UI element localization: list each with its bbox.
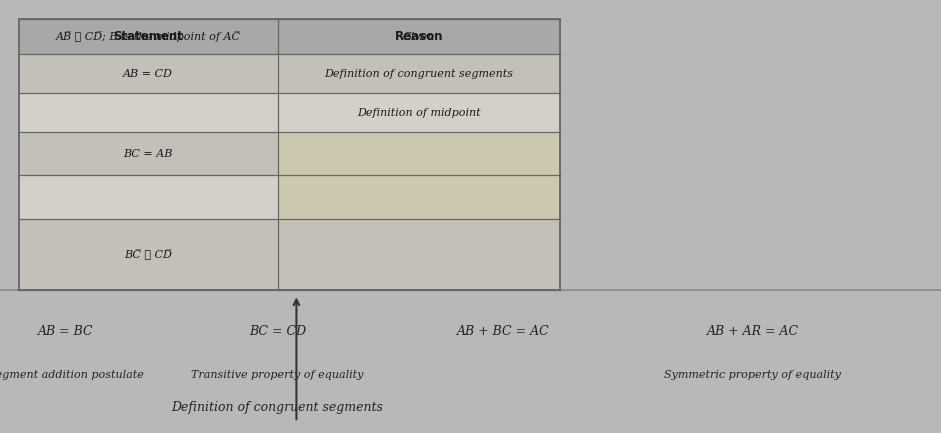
Bar — [19, 132, 560, 175]
Text: AB + BC = AC: AB + BC = AC — [457, 325, 550, 338]
Text: BC = AB: BC = AB — [123, 149, 173, 159]
Bar — [19, 19, 560, 290]
Text: Definition of congruent segments: Definition of congruent segments — [171, 401, 384, 414]
Text: BC = CD: BC = CD — [249, 325, 306, 338]
Text: AB = CD: AB = CD — [123, 68, 173, 79]
Bar — [19, 219, 560, 290]
Text: Statement: Statement — [113, 30, 183, 43]
Text: Symmetric property of equality: Symmetric property of equality — [664, 369, 841, 380]
Text: AB + AR = AC: AB + AR = AC — [707, 325, 799, 338]
Text: Definition of midpoint: Definition of midpoint — [357, 107, 481, 118]
Bar — [278, 132, 560, 175]
Bar — [19, 54, 560, 93]
Text: Given: Given — [403, 32, 435, 42]
Bar — [19, 93, 560, 132]
Bar — [278, 175, 560, 219]
Text: AB̅ ≅ CD̅; B is the midpoint of AC̅: AB̅ ≅ CD̅; B is the midpoint of AC̅ — [56, 32, 241, 42]
Text: Transitive property of equality: Transitive property of equality — [191, 369, 364, 380]
Text: Segment addition postulate: Segment addition postulate — [0, 369, 144, 380]
Text: AB = BC: AB = BC — [38, 325, 94, 338]
Text: Reason: Reason — [394, 30, 443, 43]
Bar — [19, 19, 560, 54]
Bar — [19, 175, 560, 219]
Bar — [19, 19, 560, 54]
Text: Definition of congruent segments: Definition of congruent segments — [325, 68, 513, 79]
Text: BC̅ ≅ CD̅: BC̅ ≅ CD̅ — [124, 249, 172, 260]
